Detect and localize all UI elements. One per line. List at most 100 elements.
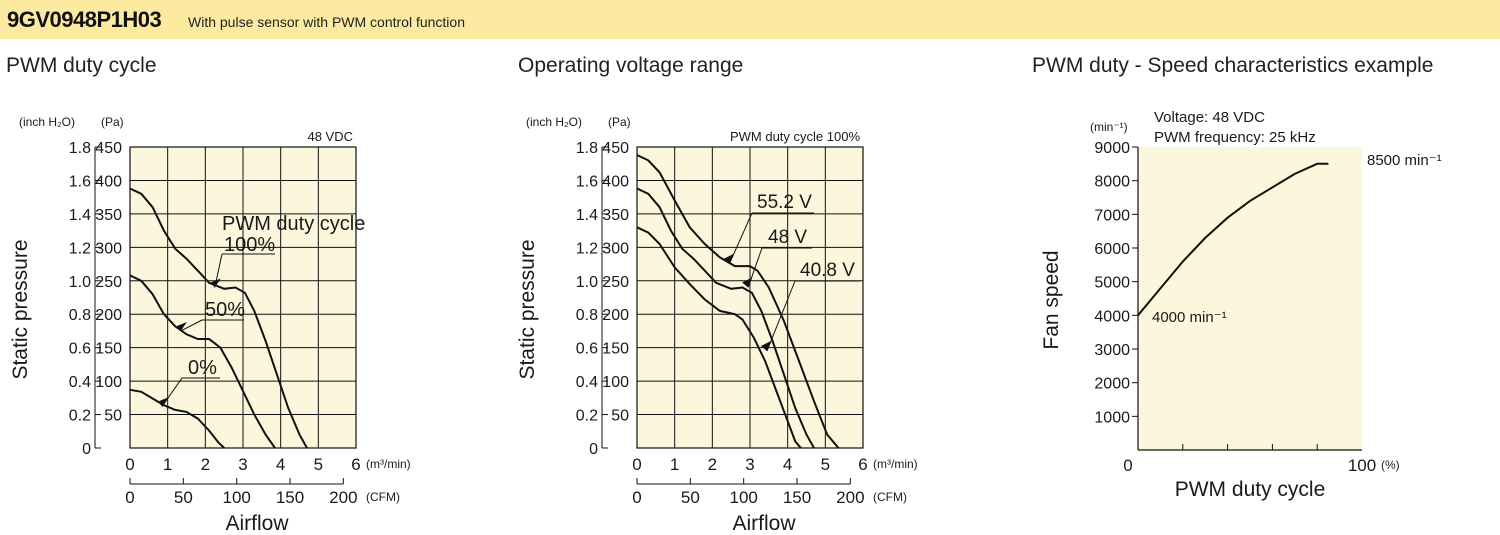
c0-legend-title: PWM duty cycle <box>222 213 365 235</box>
c1-x-tick-label: 4 <box>783 455 792 474</box>
c0-series-line-0 <box>129 187 308 449</box>
c2-y-tick-label: 7000 <box>1094 207 1130 224</box>
c1-y-tick-label: 50 <box>611 408 629 425</box>
c1-series-label-arrow <box>760 341 771 352</box>
c0-annotation: 48 VDC <box>307 129 353 144</box>
c2-end-label: 8500 min⁻¹ <box>1367 152 1442 169</box>
c2-plot-area <box>1138 147 1362 450</box>
c1-y2-tick-label: 0.8 <box>576 307 598 324</box>
c1-y2-tick-label: 1.0 <box>576 274 598 291</box>
c0-x2-tick-label: 50 <box>174 488 193 507</box>
c0-y-tick-label: 250 <box>95 274 122 291</box>
c2-y-tick-label: 2000 <box>1094 376 1130 393</box>
c0-x-tick-label: 0 <box>125 455 134 474</box>
c0-y-tick-label: 200 <box>95 307 122 324</box>
c1-y-unit-label: (Pa) <box>608 115 631 129</box>
c1-annotation: PWM duty cycle 100% <box>730 129 860 144</box>
c0-y2-tick-label: 0.2 <box>69 408 91 425</box>
c2-y-tick-label: 9000 <box>1094 140 1130 157</box>
c2-y-axis-title: Fan speed <box>1040 250 1063 349</box>
c0-series-line-1 <box>129 274 276 449</box>
c1-series-label-leader <box>766 280 796 352</box>
c1-x2-tick-label: 0 <box>632 488 641 507</box>
c2-y-tick-label: 4000 <box>1094 308 1130 325</box>
c0-y2-tick-label: 0.6 <box>69 341 91 358</box>
c1-x-tick-label: 2 <box>708 455 717 474</box>
c0-y2-tick-label: 0.4 <box>69 374 91 391</box>
c0-y2-tick-label: 1.4 <box>69 207 91 224</box>
header-bar <box>0 0 1500 39</box>
c2-start-label: 4000 min⁻¹ <box>1152 309 1227 326</box>
c0-x-tick-label: 1 <box>163 455 172 474</box>
c0-y2-tick-label: 1.2 <box>69 240 91 257</box>
c1-y-axis-title: Static pressure <box>516 239 539 379</box>
c1-y-tick-label: 400 <box>602 173 629 190</box>
c2-annotation-line-1: PWM frequency: 25 kHz <box>1154 129 1316 146</box>
c0-x2-unit-label: (CFM) <box>366 490 400 504</box>
c0-y2-tick-label: 1.8 <box>69 140 91 157</box>
c0-x2-tick-label: 150 <box>276 488 304 507</box>
c1-x-tick-label: 0 <box>632 455 641 474</box>
c1-x-axis-title: Airflow <box>732 512 796 535</box>
c1-series-label-2: 40.8 V <box>800 260 855 281</box>
c1-y-tick-label: 250 <box>602 274 629 291</box>
c0-x-tick-label: 4 <box>276 455 285 474</box>
c2-series-line <box>1137 162 1329 316</box>
c0-x-axis-title: Airflow <box>225 512 289 535</box>
model-description: With pulse sensor with PWM control funct… <box>188 14 465 30</box>
section-title-speed-characteristics: PWM duty - Speed characteristics example <box>1032 54 1434 77</box>
c0-x-tick-label: 3 <box>238 455 247 474</box>
c0-series-label-arrow <box>210 278 221 288</box>
c1-y2-tick-label: 0.2 <box>576 408 598 425</box>
c0-x-tick-label: 6 <box>351 455 360 474</box>
c1-x2-tick-label: 200 <box>836 488 864 507</box>
c1-x2-tick-label: 150 <box>783 488 811 507</box>
c2-y-tick-label: 1000 <box>1094 409 1130 426</box>
c0-y-tick-label: 450 <box>95 140 122 157</box>
c1-y2-tick-label: 0.4 <box>576 374 598 391</box>
c0-y-tick-label: 100 <box>95 374 122 391</box>
c0-series-label-arrow <box>176 321 187 331</box>
c0-y-unit-label: (Pa) <box>101 115 124 129</box>
c1-x-tick-label: 5 <box>821 455 830 474</box>
c1-x-unit-label: (m³/min) <box>873 457 918 471</box>
c1-y2-tick-label: 1.2 <box>576 240 598 257</box>
c1-x-tick-label: 6 <box>858 455 867 474</box>
c1-x2-unit-label: (CFM) <box>873 490 907 504</box>
c1-x-tick-label: 3 <box>745 455 754 474</box>
c1-y2-tick-label: 1.4 <box>576 207 598 224</box>
c1-y2-tick-label: 1.6 <box>576 173 598 190</box>
c0-x-unit-label: (m³/min) <box>366 457 411 471</box>
c2-x-unit-label: (%) <box>1381 458 1400 472</box>
c2-y-tick-label: 5000 <box>1094 275 1130 292</box>
c1-y-tick-label: 350 <box>602 207 629 224</box>
c0-y-tick-label: 150 <box>95 341 122 358</box>
c0-y-axis-title: Static pressure <box>9 239 32 379</box>
c0-y2-tick-label: 0 <box>82 441 91 458</box>
c0-x2-tick-label: 100 <box>222 488 250 507</box>
c0-y2-tick-label: 1.6 <box>69 173 91 190</box>
c0-y-tick-label: 350 <box>95 207 122 224</box>
section-title-pwm-duty-cycle: PWM duty cycle <box>6 54 157 77</box>
c1-y2-tick-label: 0.6 <box>576 341 598 358</box>
c0-series-label-leader <box>161 377 183 407</box>
c0-series-label-1: 50% <box>205 299 245 321</box>
c0-x-tick-label: 2 <box>201 455 210 474</box>
c1-series-line-0 <box>636 154 840 449</box>
c0-y-tick-label: 400 <box>95 173 122 190</box>
c2-annotation-line-0: Voltage: 48 VDC <box>1154 109 1265 126</box>
c0-y-tick-label: 300 <box>95 240 122 257</box>
c2-y-unit-label: (min⁻¹) <box>1090 120 1128 134</box>
c1-series-label-leader <box>728 212 753 265</box>
c1-series-line-2 <box>636 226 802 449</box>
c1-y2-tick-label: 1.8 <box>576 140 598 157</box>
c1-x-tick-label: 1 <box>670 455 679 474</box>
c1-series-line-1 <box>636 187 815 449</box>
c0-series-label-0: 100% <box>224 234 275 256</box>
c0-series-label-leader <box>180 319 203 332</box>
c1-plot-frame <box>636 146 864 449</box>
c1-series-label-arrow <box>742 277 753 288</box>
c2-x-axis-title: PWM duty cycle <box>1175 478 1326 501</box>
c1-y-tick-label: 200 <box>602 307 629 324</box>
